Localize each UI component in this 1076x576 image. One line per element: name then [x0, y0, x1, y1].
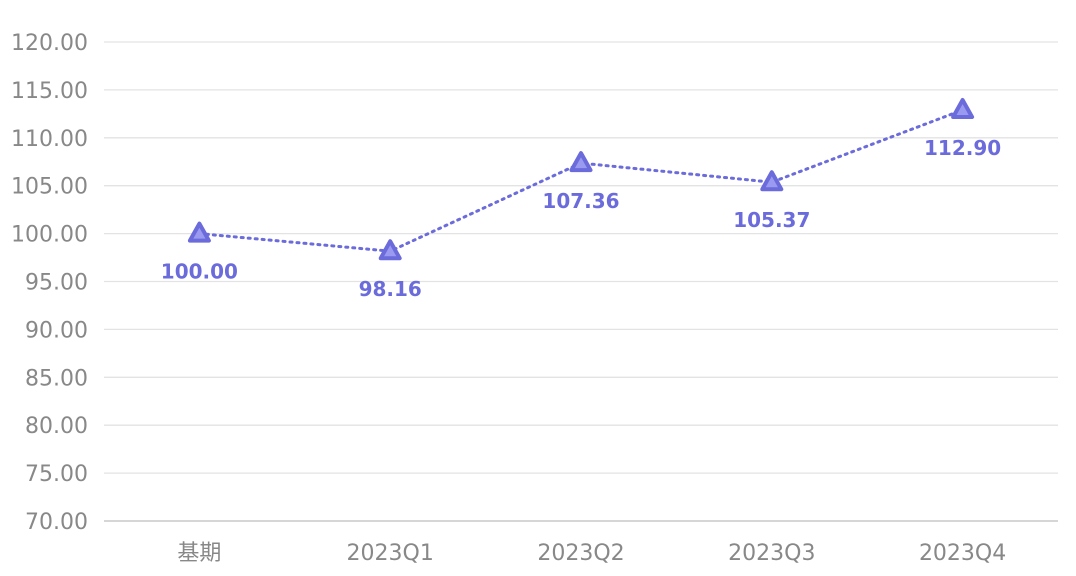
triangle-marker [187, 221, 211, 243]
data-label: 105.37 [733, 208, 810, 232]
y-tick-label: 115.00 [11, 79, 88, 104]
x-tick-label: 2023Q1 [347, 541, 434, 566]
triangle-marker [378, 239, 402, 261]
triangle-marker [569, 151, 593, 173]
gridlines [104, 41, 1058, 474]
y-tick-label: 85.00 [25, 366, 88, 391]
y-tick-label: 90.00 [25, 318, 88, 343]
series [197, 108, 965, 253]
data-labels: 100.00 98.16 107.36 105.37 112.90 [161, 136, 1001, 301]
y-tick-labels: 70.00 75.00 80.00 85.00 90.00 95.00 100.00 105.… [11, 31, 88, 535]
x-tick-label: 2023Q2 [537, 541, 624, 566]
x-tick-label: 2023Q3 [728, 541, 815, 566]
triangle-marker [951, 98, 975, 119]
y-tick-label: 70.00 [25, 510, 88, 535]
data-label: 112.90 [924, 136, 1001, 160]
y-tick-label: 100.00 [11, 223, 88, 248]
markers [187, 98, 975, 261]
y-tick-label: 95.00 [25, 271, 88, 296]
triangle-marker [760, 170, 784, 192]
y-tick-label: 110.00 [11, 127, 88, 152]
y-tick-label: 75.00 [25, 462, 88, 487]
y-tick-label: 120.00 [11, 31, 88, 56]
y-tick-label: 80.00 [25, 414, 88, 439]
data-label: 107.36 [542, 189, 619, 213]
x-tick-label: 2023Q4 [919, 541, 1006, 566]
x-tick-labels: 基期 2023Q1 2023Q2 2023Q3 2023Q4 [177, 541, 1006, 566]
series-line [197, 108, 965, 253]
x-tick-label: 基期 [177, 541, 221, 566]
data-label: 98.16 [359, 277, 422, 301]
y-tick-label: 105.00 [11, 175, 88, 200]
data-label: 100.00 [161, 260, 238, 284]
